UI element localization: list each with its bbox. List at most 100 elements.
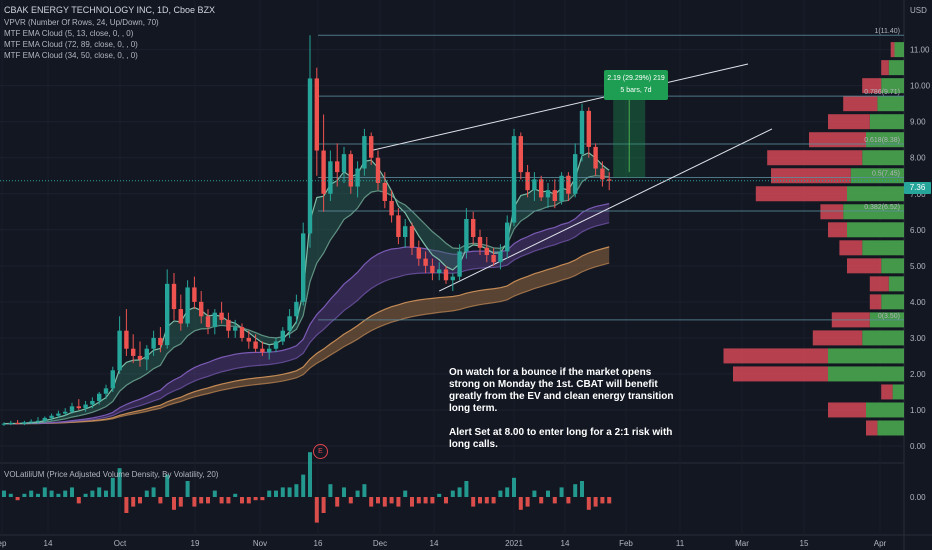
candle-body [314, 78, 319, 151]
volume-profile-down-bar [847, 258, 882, 274]
volume-bar [423, 497, 428, 504]
volume-bar [110, 477, 115, 497]
candle-body [42, 417, 47, 421]
volume-profile-down-bar [869, 294, 882, 310]
volume-bar [607, 497, 612, 504]
candle-body [144, 348, 149, 360]
candle-body [471, 218, 476, 237]
candle-body [375, 157, 381, 183]
volume-profile-down-bar [828, 402, 866, 418]
y-tick-label: 1.00 [910, 406, 926, 415]
symbol-title[interactable]: CBAK ENERGY TECHNOLOGY INC, 1D, Cboe BZX [4, 5, 216, 15]
volume-bar [172, 497, 176, 510]
candle-body [178, 309, 183, 324]
candle-body [341, 154, 347, 173]
candle-body [185, 287, 190, 324]
volume-bar [444, 497, 448, 504]
candle-body [1, 423, 7, 425]
candle-body [212, 312, 217, 328]
volume-bar [586, 497, 591, 510]
candle-body [280, 330, 285, 342]
measure-change: 2.19 (29.29%) 219 [607, 75, 665, 82]
candle-body [450, 276, 455, 281]
y-tick-label: 8.00 [910, 154, 926, 163]
ema-cloud-72-89-fast-line [3, 246, 610, 425]
volume-scale-label: 0.00 [910, 493, 926, 502]
volume-bar [49, 490, 54, 497]
volume-bar [240, 497, 244, 504]
fib-level-label: 0.618(8.38) [864, 137, 900, 144]
measure-bars: 5 bars, 7d [620, 87, 652, 94]
volume-bar [90, 490, 95, 497]
candle-body [226, 319, 231, 331]
volume-bar [42, 487, 47, 497]
y-tick-label: 6.00 [910, 226, 926, 235]
volume-bar [525, 497, 530, 507]
candle-body [29, 421, 34, 423]
y-tick-label: 7.00 [910, 190, 926, 199]
indicator-legend-vpvr[interactable]: VPVR (Number Of Rows, 24, Up/Down, 70) [4, 18, 159, 27]
ema-cloud-5-13-fill [4, 152, 610, 424]
volume-bar [457, 487, 462, 497]
volume-bar [226, 497, 231, 504]
volume-bar [559, 487, 564, 497]
volume-bar [206, 497, 210, 504]
volume-bar [22, 493, 27, 497]
volume-bar [138, 497, 142, 504]
volume-bar [314, 497, 319, 523]
candle-body [396, 215, 401, 237]
volume-profile-up-bar [862, 240, 904, 256]
volume-bar [410, 497, 414, 507]
volume-bar [369, 497, 374, 507]
candle-body [566, 175, 571, 194]
earnings-marker[interactable]: E [313, 444, 328, 459]
candle-body [403, 226, 408, 237]
volume-profile-down-bar [812, 330, 863, 346]
volume-profile-up-bar [888, 60, 904, 76]
volume-bar [430, 497, 435, 504]
volume-profile-down-bar [809, 132, 866, 148]
candle-body [348, 154, 353, 187]
candle-body [171, 283, 177, 310]
candle-body [267, 348, 272, 353]
volume-bar [36, 493, 40, 497]
annotation-note[interactable]: On watch for a bounce if the market open… [449, 367, 679, 463]
volume-bar [301, 474, 306, 497]
volume-bar [83, 493, 88, 497]
volume-bar [8, 493, 13, 497]
volume-bar [308, 452, 312, 497]
volume-bar [158, 497, 163, 504]
volume-bar [219, 497, 224, 504]
candle-body [382, 182, 387, 201]
volume-bar [580, 481, 584, 497]
volume-bar [233, 493, 238, 497]
volume-bar [491, 497, 496, 504]
volume-bar [403, 490, 408, 497]
volume-bar [518, 497, 523, 510]
candle-body [525, 172, 530, 191]
volume-bar [464, 481, 469, 497]
volume-bar [151, 487, 156, 497]
current-price-label: 7.36 [904, 182, 931, 194]
ema-cloud-34-50-slow-line [3, 222, 610, 425]
x-tick-label: Oct [114, 539, 127, 548]
x-tick-label: 14 [430, 539, 439, 548]
candle-body [532, 179, 537, 191]
indicator-legend-ema-cloud-2[interactable]: MTF EMA Cloud (72, 89, close, 0, , 0) [4, 40, 138, 49]
x-tick-label: Mar [735, 539, 749, 548]
volume-pane-title[interactable]: VOLatiliUM (Price Adjusted Volume Densit… [4, 470, 219, 479]
volume-bar [416, 497, 421, 504]
candle-body [287, 316, 292, 331]
volume-bar [532, 490, 537, 497]
volume-profile-up-bar [850, 168, 904, 184]
x-tick-label: Feb [619, 539, 633, 548]
candle-body [69, 406, 75, 412]
indicator-legend-ema-cloud-3[interactable]: MTF EMA Cloud (34, 50, close, 0, , 0) [4, 51, 138, 60]
volume-bar [573, 484, 578, 497]
x-tick-label: 14 [44, 539, 53, 548]
indicator-legend-ema-cloud-1[interactable]: MTF EMA Cloud (5, 13, close, 0, , 0) [4, 29, 134, 38]
candle-body [103, 388, 109, 394]
candle-body [593, 146, 598, 169]
candle-body [491, 255, 496, 263]
